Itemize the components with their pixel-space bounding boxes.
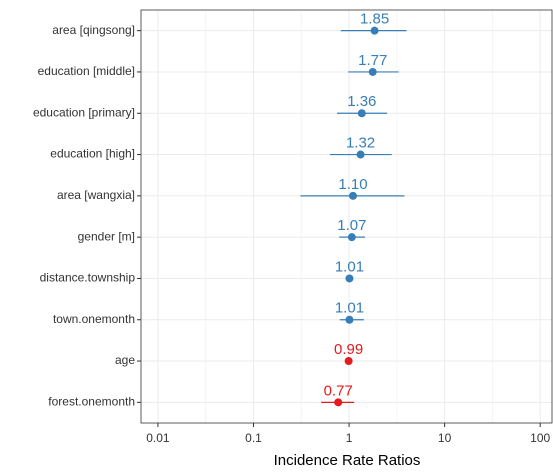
value-label: 1.36: [347, 93, 376, 110]
y-tick-label: age: [115, 353, 135, 367]
x-tick-label: 1: [346, 431, 353, 445]
value-label: 1.32: [346, 135, 375, 152]
x-tick-label: 10: [438, 431, 452, 445]
value-label: 1.01: [335, 300, 364, 317]
y-tick-label: education [primary]: [33, 105, 135, 119]
y-tick-label: forest.onemonth: [48, 395, 135, 409]
x-tick-label: 0.01: [146, 431, 170, 445]
point: [357, 109, 366, 118]
value-label: 0.99: [334, 341, 363, 358]
value-label: 0.77: [324, 382, 353, 399]
x-axis-title: Incidence Rate Ratios: [274, 452, 421, 469]
point: [345, 274, 354, 283]
x-tick-label: 0.1: [245, 431, 262, 445]
point: [347, 233, 356, 242]
y-tick-label: education [middle]: [38, 64, 135, 78]
y-tick-label: area [qingsong]: [52, 23, 135, 37]
point: [370, 26, 379, 35]
point: [349, 191, 358, 200]
point: [368, 67, 377, 76]
value-label: 1.07: [337, 217, 366, 234]
point: [334, 398, 343, 407]
x-tick-label: 100: [530, 431, 550, 445]
y-tick-label: distance.township: [40, 271, 136, 285]
y-tick-label: gender [m]: [78, 229, 135, 243]
point: [356, 150, 365, 159]
value-label: 1.77: [358, 52, 387, 69]
point: [344, 357, 353, 366]
point: [345, 315, 354, 324]
panel: [140, 9, 553, 424]
value-label: 1.85: [360, 11, 389, 28]
y-tick-label: education [high]: [50, 147, 135, 161]
value-label: 1.10: [338, 176, 367, 193]
y-tick-label: town.onemonth: [53, 312, 135, 326]
value-label: 1.01: [335, 258, 364, 275]
y-tick-label: area [wangxia]: [57, 188, 135, 202]
